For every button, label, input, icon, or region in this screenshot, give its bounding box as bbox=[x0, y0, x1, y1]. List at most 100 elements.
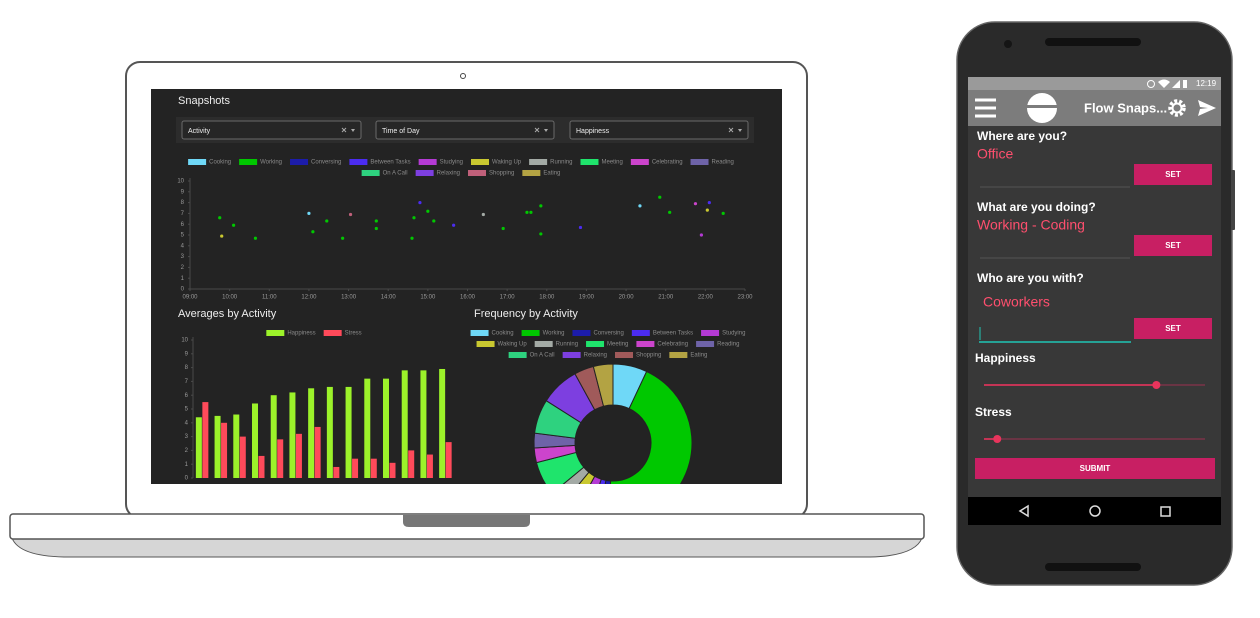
slider-thumb[interactable] bbox=[993, 435, 1002, 443]
legend: Happiness Stress bbox=[266, 330, 362, 337]
set-button[interactable] bbox=[1134, 235, 1212, 256]
gear[interactable] bbox=[1168, 99, 1186, 117]
bar bbox=[352, 458, 359, 478]
point bbox=[707, 201, 711, 205]
x-tick-label: 10:00 bbox=[222, 295, 238, 301]
filter[interactable]: Time of Day bbox=[375, 120, 555, 140]
bar bbox=[233, 414, 240, 478]
bar bbox=[326, 386, 333, 478]
filter[interactable]: Activity bbox=[181, 120, 362, 140]
point bbox=[307, 211, 311, 215]
submit-button[interactable] bbox=[975, 458, 1215, 479]
filter-box[interactable] bbox=[569, 120, 749, 140]
x-tick-label: 17:00 bbox=[500, 295, 516, 301]
button-label[interactable]: SET bbox=[1165, 241, 1181, 250]
legend-label: Relaxing bbox=[584, 353, 607, 359]
y-tick-label: 2 bbox=[185, 448, 189, 454]
legend-item: Relaxing bbox=[562, 352, 607, 359]
legend-swatch bbox=[470, 330, 489, 336]
legend-swatch bbox=[690, 159, 709, 165]
settings-icon[interactable] bbox=[1168, 99, 1186, 117]
point bbox=[374, 226, 378, 231]
legend-item: On A Call bbox=[361, 170, 408, 177]
chart-title: Averages by Activity bbox=[178, 308, 277, 320]
legend-item: Happiness bbox=[266, 330, 316, 337]
clear-icon[interactable] bbox=[534, 127, 540, 133]
y-tick-label: 1 bbox=[185, 462, 189, 468]
clear-icon[interactable] bbox=[728, 127, 734, 133]
alarm-icon bbox=[1147, 80, 1155, 88]
point bbox=[638, 204, 642, 208]
legend-item: Between Tasks bbox=[631, 330, 693, 337]
question: What are you doing? bbox=[977, 200, 1096, 214]
bar bbox=[239, 436, 246, 478]
legend-item: Meeting bbox=[580, 159, 623, 166]
speaker bbox=[1045, 563, 1141, 571]
legend-swatch bbox=[636, 341, 655, 347]
legend-label: Studying bbox=[440, 160, 463, 166]
slider-thumb[interactable] bbox=[1152, 381, 1161, 389]
x-tick-label: 13:00 bbox=[341, 295, 357, 301]
legend-swatch bbox=[266, 330, 285, 336]
legend-label: Celebrating bbox=[652, 160, 683, 166]
point bbox=[693, 202, 698, 206]
legend-swatch bbox=[349, 159, 368, 165]
point bbox=[220, 234, 224, 238]
point bbox=[705, 208, 709, 212]
legend-swatch bbox=[529, 159, 548, 165]
x-tick-label: 16:00 bbox=[460, 295, 476, 301]
button-label[interactable]: SUBMIT bbox=[1080, 464, 1111, 473]
x-tick-label: 18:00 bbox=[539, 295, 555, 301]
gear-core[interactable] bbox=[1171, 102, 1183, 114]
filter-box[interactable] bbox=[181, 120, 362, 140]
legend-swatch bbox=[572, 330, 591, 336]
menu-icon[interactable] bbox=[975, 98, 996, 118]
point bbox=[668, 210, 672, 214]
bar bbox=[221, 422, 228, 478]
y-tick-label: 9 bbox=[185, 351, 189, 357]
legend-label: Between Tasks bbox=[370, 160, 410, 166]
dropdown-icon[interactable] bbox=[738, 129, 742, 132]
front-camera bbox=[1004, 40, 1012, 48]
button-label[interactable]: SET bbox=[1165, 324, 1181, 333]
bar bbox=[439, 368, 446, 478]
section-title: Snapshots bbox=[178, 95, 230, 107]
legend-label: Happiness bbox=[287, 331, 315, 337]
home-button[interactable] bbox=[1089, 505, 1101, 517]
button-label[interactable]: SET bbox=[1165, 170, 1181, 179]
dropdown-icon[interactable] bbox=[544, 129, 548, 132]
legend-label: Running bbox=[550, 160, 572, 166]
y-tick-label: 1 bbox=[181, 276, 185, 282]
dropdown-icon[interactable] bbox=[351, 129, 355, 132]
legend-label: Stress bbox=[345, 331, 362, 337]
legend-label: Working bbox=[260, 160, 282, 166]
set-button[interactable] bbox=[1134, 164, 1212, 185]
set-button[interactable] bbox=[1134, 318, 1212, 339]
point bbox=[232, 223, 236, 227]
back-button[interactable] bbox=[1018, 504, 1029, 518]
point bbox=[578, 225, 583, 230]
legend-item: Running bbox=[534, 341, 578, 348]
bar bbox=[333, 466, 340, 478]
bar bbox=[345, 386, 352, 478]
filter-box[interactable] bbox=[375, 120, 555, 140]
bar bbox=[389, 462, 396, 478]
point bbox=[325, 219, 329, 223]
send-icon[interactable] bbox=[1198, 100, 1216, 116]
question: Who are you with? bbox=[977, 271, 1084, 285]
point bbox=[481, 212, 485, 217]
answer: Working - Coding bbox=[977, 217, 1085, 233]
battery-icon bbox=[1183, 80, 1187, 88]
legend-label: Reading bbox=[717, 342, 739, 348]
bar bbox=[308, 388, 315, 478]
chart-title: Frequency by Activity bbox=[474, 308, 578, 320]
point bbox=[348, 212, 353, 217]
x-tick-label: 19:00 bbox=[579, 295, 595, 301]
clear-icon[interactable] bbox=[341, 127, 347, 133]
phone: 12:19 Flow Snaps... Where are you? Offic… bbox=[956, 21, 1235, 586]
recents-button[interactable] bbox=[1160, 506, 1171, 517]
legend-label: Between Tasks bbox=[653, 331, 693, 337]
filter[interactable]: Happiness bbox=[569, 120, 749, 140]
bar bbox=[258, 455, 265, 478]
legend-label: Waking Up bbox=[492, 160, 522, 166]
